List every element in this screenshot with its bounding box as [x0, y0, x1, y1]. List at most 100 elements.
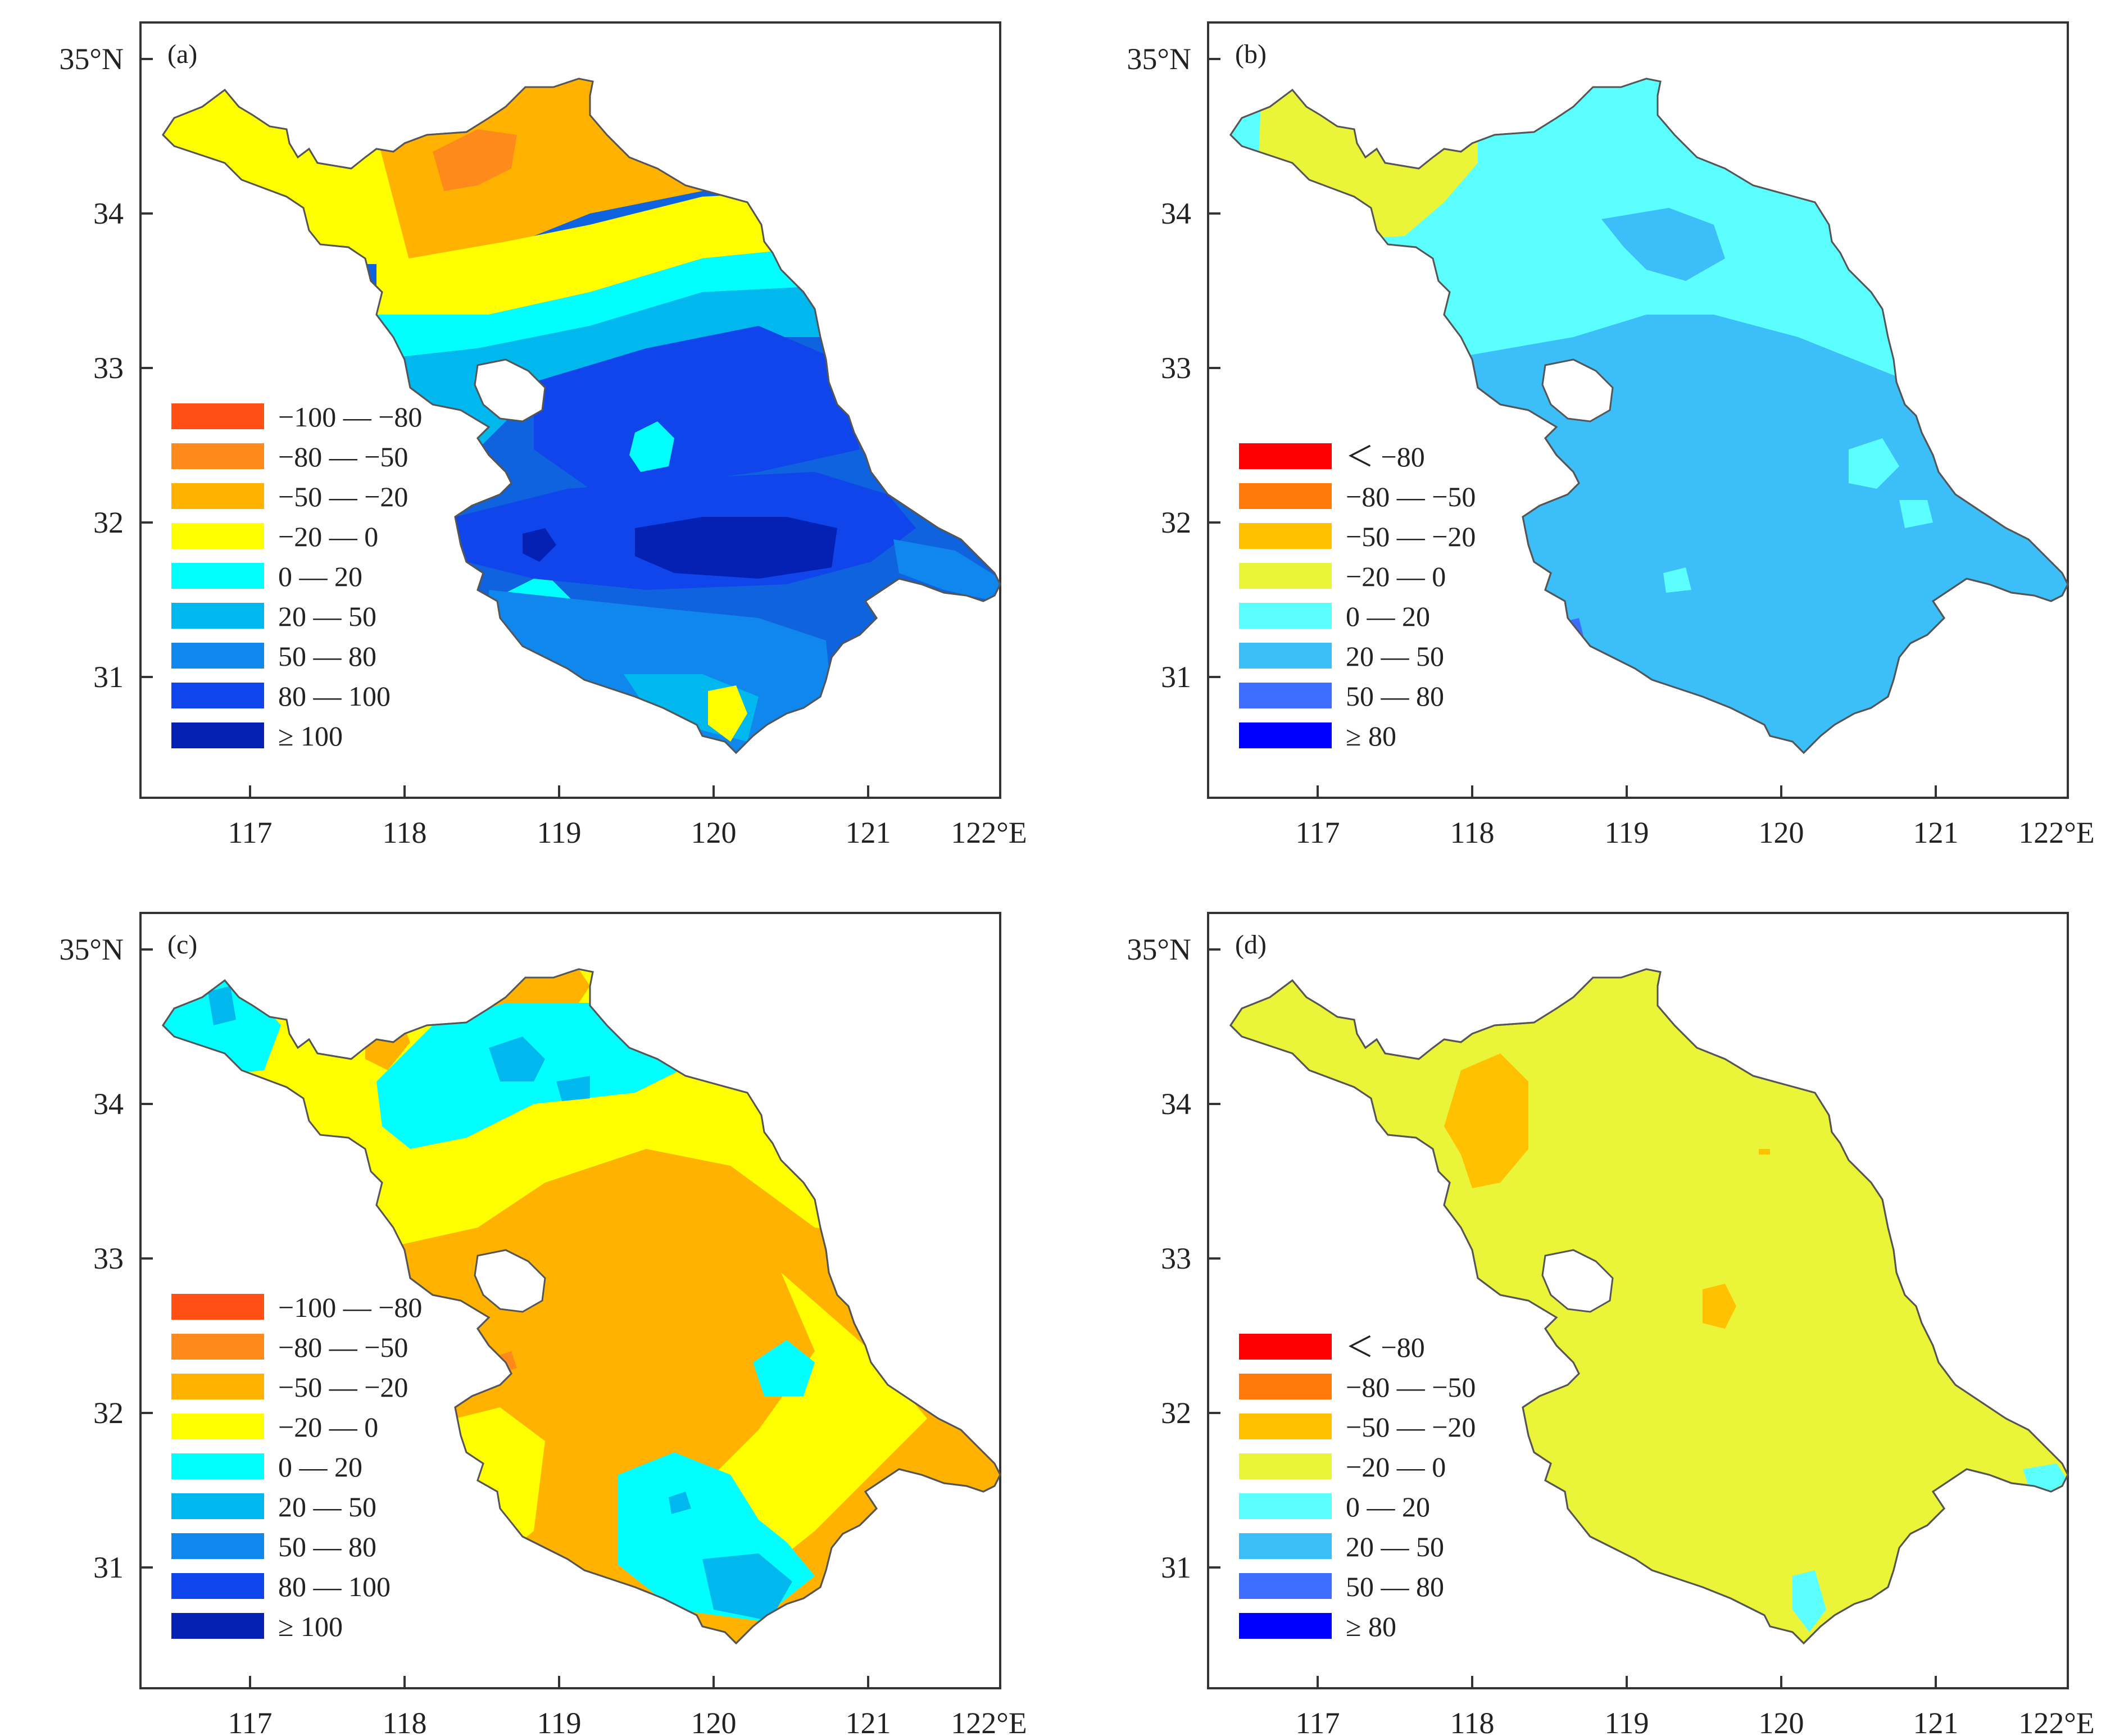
- legend-label: −80 — −50: [278, 1331, 408, 1363]
- legend-label: −20 — 0: [1346, 561, 1446, 592]
- x-tick-label: 121: [1913, 1706, 1959, 1736]
- legend-label: ≥ 80: [1346, 720, 1396, 752]
- legend-swatch: [1239, 443, 1332, 469]
- legend-swatch: [171, 563, 264, 589]
- x-tick-label: 121: [846, 1706, 891, 1736]
- contour-region: [702, 1553, 792, 1621]
- legend-swatch: [171, 403, 264, 429]
- legend-swatch: [1239, 563, 1332, 589]
- legend-label: 20 — 50: [1346, 1531, 1444, 1562]
- panel-label: (a): [167, 39, 197, 69]
- legend-label: −20 — 0: [278, 1411, 378, 1443]
- x-tick-label: 120: [1759, 1706, 1804, 1736]
- legend-label: 0 — 20: [278, 561, 362, 592]
- y-tick-label: 34: [1161, 1087, 1191, 1121]
- legend-swatch: [1239, 643, 1332, 669]
- legend-label: ＜ −80: [1346, 1331, 1425, 1363]
- legend-swatch: [171, 643, 264, 669]
- legend-swatch: [171, 683, 264, 708]
- y-axis: 35°N 34 33 32 31: [59, 933, 153, 1584]
- contour-region: [708, 685, 747, 742]
- contour-region: [534, 326, 860, 489]
- contour-region: [433, 129, 517, 191]
- contour-region: [1849, 438, 1899, 489]
- x-tick-label: 122°E: [951, 1706, 1027, 1736]
- legend-swatch: [171, 722, 264, 748]
- contour-region: [1759, 1149, 1770, 1155]
- contour-region: [669, 1492, 691, 1514]
- legend-label: −50 — −20: [1346, 1411, 1476, 1443]
- legend: ＜ −80 −80 — −50 −50 — −20 −20 — 0 0 — 20 20 —…: [1239, 441, 1476, 752]
- contour-region: [1703, 1284, 1736, 1329]
- y-tick-label: 35°N: [59, 933, 124, 966]
- legend-label: 20 — 50: [278, 1491, 376, 1523]
- x-tick-label: 119: [537, 1706, 582, 1736]
- legend-label: 80 — 100: [278, 680, 391, 712]
- x-axis: 117 118 119 120 121 122°E: [228, 1676, 1027, 1736]
- legend-label: −100 — −80: [278, 401, 422, 433]
- y-tick-label: 31: [1161, 660, 1191, 694]
- x-axis: 117 118 119 120 121 122°E: [1296, 785, 2095, 849]
- x-tick-label: 118: [383, 1706, 427, 1736]
- y-tick-label: 35°N: [1127, 42, 1191, 76]
- legend-swatch: [1239, 683, 1332, 708]
- legend-swatch: [171, 1613, 264, 1639]
- province-map: [1229, 968, 2069, 1644]
- legend-swatch: [171, 1493, 264, 1519]
- x-tick-label: 121: [1913, 816, 1959, 849]
- contour-region: [1601, 208, 1725, 281]
- legend-swatch: [171, 1374, 264, 1399]
- y-tick-label: 33: [1161, 1242, 1191, 1275]
- x-tick-label: 119: [1605, 1706, 1649, 1736]
- legend: ＜ −80 −80 — −50 −50 — −20 −20 — 0 0 — 20 20 —…: [1239, 1331, 1476, 1642]
- x-tick-label: 117: [1296, 1706, 1340, 1736]
- legend-swatch: [1239, 1374, 1332, 1399]
- legend-swatch: [171, 1334, 264, 1360]
- contour-region: [1663, 567, 1691, 593]
- legend-label: −80 — −50: [278, 441, 408, 472]
- legend-swatch: [1239, 722, 1332, 748]
- legend-swatch: [1239, 1573, 1332, 1599]
- y-tick-label: 33: [93, 1242, 124, 1275]
- legend-swatch: [171, 603, 264, 629]
- x-tick-label: 122°E: [2018, 1706, 2095, 1736]
- legend-swatch: [1239, 1493, 1332, 1519]
- legend-label: 20 — 50: [278, 601, 376, 632]
- legend-swatch: [171, 1453, 264, 1479]
- legend-swatch: [171, 523, 264, 549]
- panel-d: (d) ＜ −80 −80 — −50 −50 — −20 −20 — 0 0 — 20…: [1127, 912, 2095, 1736]
- x-tick-label: 117: [228, 1706, 273, 1736]
- legend-swatch: [1239, 1414, 1332, 1439]
- contour-region: [2023, 1464, 2068, 1492]
- y-axis: 35°N 34 33 32 31: [1127, 42, 1220, 694]
- legend: −100 — −80 −80 — −50 −50 — −20 −20 — 0 0 — 2…: [171, 401, 422, 752]
- contour-region: [629, 421, 674, 472]
- legend-label: 50 — 80: [1346, 1571, 1444, 1602]
- panel-c: (c) −100 — −80−8: [59, 912, 1027, 1736]
- legend-swatch: [1239, 1453, 1332, 1479]
- contour-region: [523, 528, 556, 562]
- y-tick-label: 34: [1161, 197, 1191, 230]
- legend-label: 50 — 80: [278, 640, 376, 672]
- y-axis: 35°N 34 33 32 31: [59, 42, 153, 694]
- legend-swatch: [171, 1573, 264, 1599]
- y-tick-label: 32: [1161, 1396, 1191, 1430]
- legend-swatch: [1239, 1613, 1332, 1639]
- y-tick-label: 33: [1161, 351, 1191, 385]
- legend-swatch: [1239, 1533, 1332, 1559]
- x-tick-label: 118: [383, 816, 427, 849]
- x-tick-label: 122°E: [2018, 816, 2095, 849]
- legend-swatch: [1239, 1334, 1332, 1360]
- y-tick-label: 34: [93, 1087, 124, 1121]
- legend-swatch: [171, 443, 264, 469]
- y-tick-label: 32: [93, 1396, 124, 1430]
- legend-label: 80 — 100: [278, 1571, 391, 1602]
- y-tick-label: 31: [1161, 1551, 1191, 1584]
- legend-label: −20 — 0: [278, 521, 378, 552]
- legend-label: −80 — −50: [1346, 1371, 1476, 1403]
- panel-a: (a) −10: [59, 21, 1027, 849]
- x-tick-label: 117: [1296, 816, 1340, 849]
- contour-region: [1792, 1570, 1826, 1632]
- legend-swatch: [171, 1414, 264, 1439]
